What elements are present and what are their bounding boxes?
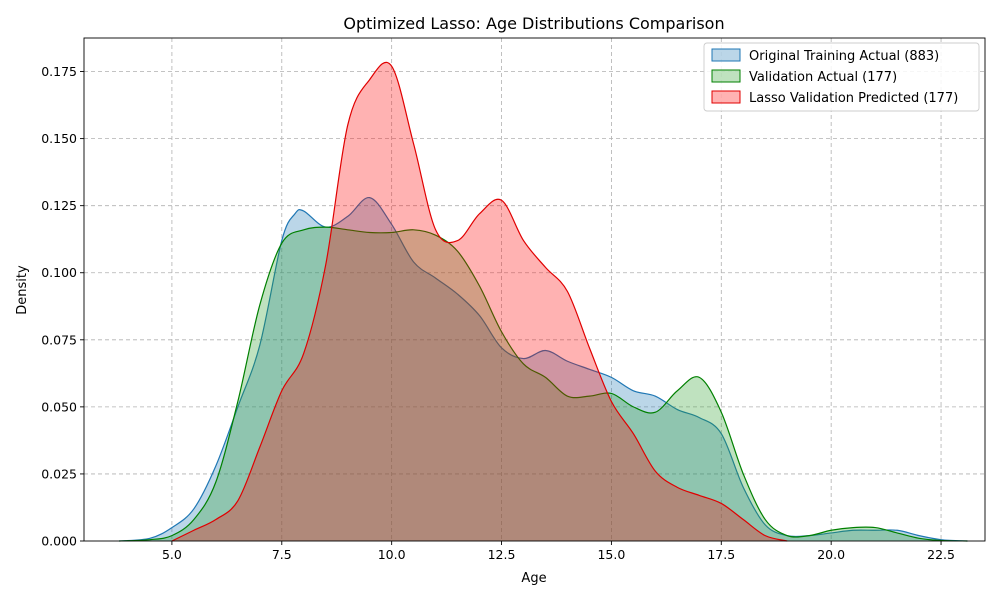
x-tick-label: 5.0: [162, 547, 182, 562]
legend-swatch-predicted: [711, 90, 741, 104]
y-axis-label: Density: [15, 265, 30, 315]
y-tick-label: 0.025: [41, 466, 77, 481]
density-line-training: [119, 197, 968, 542]
y-tick-label: 0.100: [41, 265, 77, 280]
x-tick-label: 12.5: [488, 547, 516, 562]
legend-swatch-training: [711, 48, 741, 62]
y-tick-label: 0.075: [41, 332, 77, 347]
legend: Original Training Actual (883) Validatio…: [703, 42, 980, 112]
x-axis-ticks: 5.0 7.5 10.0 12.5 15.0 17.5 20.0 22.5: [162, 541, 955, 562]
legend-label-validation: Validation Actual (177): [749, 70, 897, 85]
area-fill-training: [119, 197, 968, 542]
y-tick-label: 0.175: [41, 64, 77, 79]
grid-layer: [84, 38, 985, 541]
x-tick-label: 22.5: [927, 547, 955, 562]
density-line-predicted: [171, 61, 788, 542]
y-tick-label: 0.125: [41, 198, 77, 213]
area-layer: [119, 61, 968, 542]
area-fill-validation: [119, 227, 968, 541]
legend-label-training: Original Training Actual (883): [749, 49, 939, 64]
x-axis-label: Age: [521, 571, 546, 586]
chart-title: Optimized Lasso: Age Distributions Compa…: [343, 14, 724, 33]
y-tick-label: 0.150: [41, 131, 77, 146]
x-tick-label: 10.0: [378, 547, 406, 562]
legend-box: [703, 42, 980, 112]
y-tick-label: 0.050: [41, 399, 77, 414]
density-line-validation: [119, 226, 968, 542]
legend-label-predicted: Lasso Validation Predicted (177): [749, 91, 958, 106]
legend-swatch-validation: [711, 69, 741, 83]
y-tick-label: 0.000: [41, 534, 77, 549]
area-fill-predicted: [171, 62, 788, 541]
y-axis-ticks: 0.000 0.025 0.050 0.075 0.100 0.125 0.150 0.175: [41, 64, 84, 549]
plot-frame: [83, 37, 986, 542]
x-tick-label: 20.0: [817, 547, 845, 562]
x-tick-label: 7.5: [272, 547, 292, 562]
x-tick-label: 15.0: [597, 547, 625, 562]
x-tick-label: 17.5: [707, 547, 735, 562]
